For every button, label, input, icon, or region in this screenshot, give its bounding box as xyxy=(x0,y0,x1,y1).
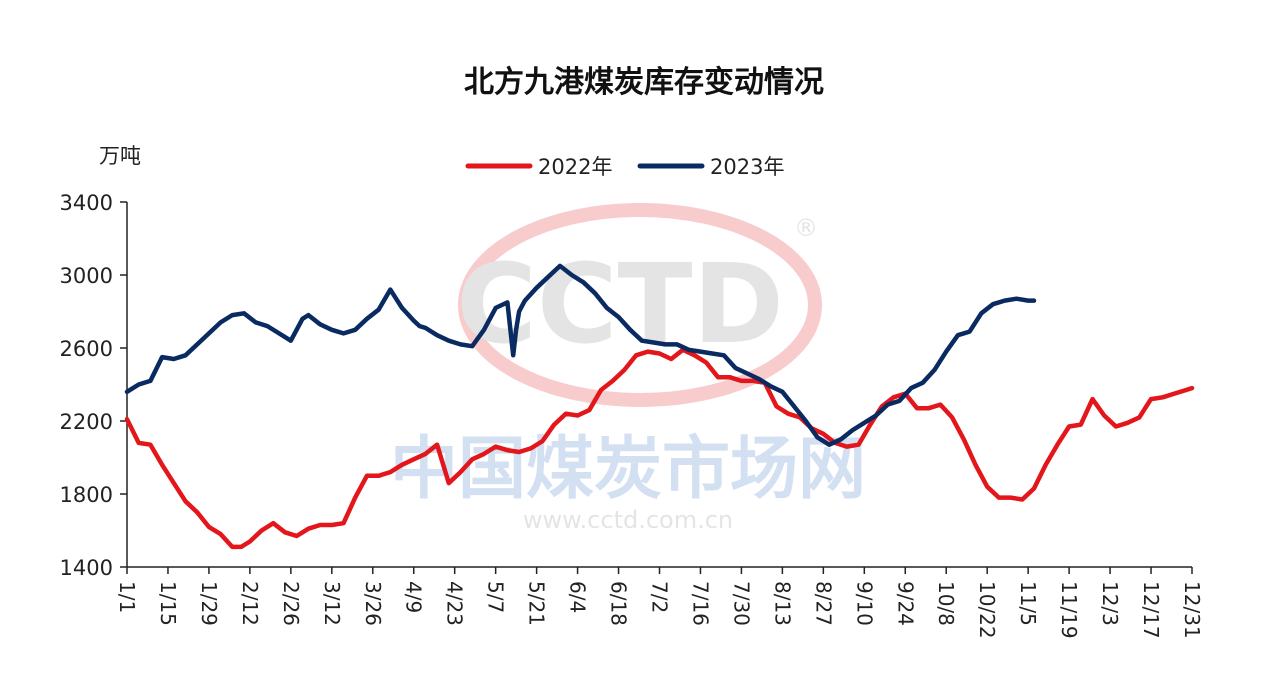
watermark-url: www.cctd.com.cn xyxy=(523,506,733,534)
y-tick-label-4: 3000 xyxy=(60,264,113,288)
x-tick-label-11: 6/4 xyxy=(566,581,590,613)
watermark-name: 中国煤炭市场网 xyxy=(390,430,866,509)
x-tick-label-23: 11/19 xyxy=(1057,581,1081,639)
legend: 2022年 2023年 xyxy=(465,155,784,179)
x-tick-label-4: 2/26 xyxy=(279,581,303,626)
x-tick-label-12: 6/18 xyxy=(607,581,631,626)
x-tick-label-8: 4/23 xyxy=(443,581,467,626)
x-tick-label-1: 1/15 xyxy=(156,581,180,626)
x-tick-label-15: 7/30 xyxy=(729,581,753,626)
x-tick-label-10: 5/21 xyxy=(525,581,549,626)
x-tick-label-22: 11/5 xyxy=(1016,581,1040,626)
x-tick-label-0: 1/1 xyxy=(115,581,139,613)
x-tick-label-14: 7/16 xyxy=(688,581,712,626)
legend-label-2023: 2023年 xyxy=(710,155,784,179)
plot-area xyxy=(124,263,1195,550)
x-tick-label-9: 5/7 xyxy=(484,581,508,613)
axes: 1400 1800 2200 2600 3000 3400 1/1 1/15 1/29 2/12 2… xyxy=(60,191,1204,639)
x-tick-label-26: 12/31 xyxy=(1180,581,1204,639)
legend-label-2022: 2022年 xyxy=(538,155,612,179)
y-tick-label-3: 2600 xyxy=(60,337,113,361)
x-tick-label-5: 3/12 xyxy=(320,581,344,626)
y-tick-label-5: 3400 xyxy=(60,191,113,215)
x-tick-label-6: 3/26 xyxy=(361,581,385,626)
y-tick-label-2: 2200 xyxy=(60,410,113,434)
x-tick-label-25: 12/17 xyxy=(1139,581,1163,639)
x-tick-label-2: 1/29 xyxy=(197,581,221,626)
watermark-registered: ® xyxy=(794,214,818,242)
cctd-watermark: CCTD ® 中国煤炭市场网 www.cctd.com.cn xyxy=(390,203,866,534)
x-tick-label-18: 9/10 xyxy=(852,581,876,626)
x-tick-label-24: 12/3 xyxy=(1098,581,1122,626)
x-tick-label-7: 4/9 xyxy=(402,581,426,613)
x-tick-label-17: 8/27 xyxy=(811,581,835,626)
y-tick-label-0: 1400 xyxy=(60,556,113,580)
y-tick-label-1: 1800 xyxy=(60,483,113,507)
x-tick-label-3: 2/12 xyxy=(238,581,262,626)
x-tick-label-21: 10/22 xyxy=(975,581,999,639)
x-tick-label-16: 8/13 xyxy=(770,581,794,626)
x-tick-label-20: 10/8 xyxy=(934,581,958,626)
y-axis-label: 万吨 xyxy=(99,144,141,168)
x-tick-label-19: 9/24 xyxy=(893,581,917,626)
x-tick-label-13: 7/2 xyxy=(648,581,672,613)
chart-title: 北方九港煤炭库存变动情况 xyxy=(464,65,824,100)
series-line-2023年 xyxy=(124,263,1037,447)
series-line-2022年 xyxy=(124,347,1195,550)
